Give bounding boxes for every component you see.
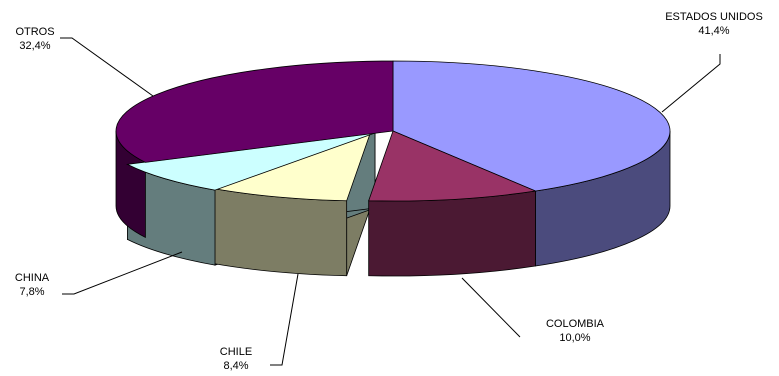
slice-labels-group: ESTADOS UNIDOS 41,4% COLOMBIA 10,0% CHILE 8,4… xyxy=(15,11,763,372)
slice-value-label-estados-unidos: 41,4% xyxy=(698,25,729,37)
slice-side-colombia xyxy=(368,190,536,277)
leader-line-otros xyxy=(60,37,154,97)
leader-line-estados-unidos xyxy=(661,54,721,113)
slice-colombia xyxy=(368,130,537,202)
slice-value-label-china: 7,8% xyxy=(19,286,44,298)
slice-label-china: CHINA xyxy=(15,272,50,284)
slice-otros xyxy=(115,60,394,163)
pie-tops-group xyxy=(115,60,671,202)
slice-label-colombia: COLOMBIA xyxy=(546,318,605,330)
leader-lines-group xyxy=(60,37,721,366)
leader-line-colombia xyxy=(461,277,521,338)
slice-label-chile: CHILE xyxy=(220,346,252,358)
slice-label-estados-unidos: ESTADOS UNIDOS xyxy=(665,11,763,23)
leader-line-chile xyxy=(270,273,299,366)
slice-value-label-chile: 8,4% xyxy=(223,360,248,371)
leader-line-china xyxy=(62,251,183,295)
slice-china xyxy=(126,132,376,191)
slice-side-chile xyxy=(210,187,348,277)
slice-value-label-colombia: 10,0% xyxy=(559,332,590,344)
slice-value-label-otros: 32,4% xyxy=(19,40,50,52)
slice-label-otros: OTROS xyxy=(15,26,54,38)
slice-estados-unidos xyxy=(392,60,671,192)
